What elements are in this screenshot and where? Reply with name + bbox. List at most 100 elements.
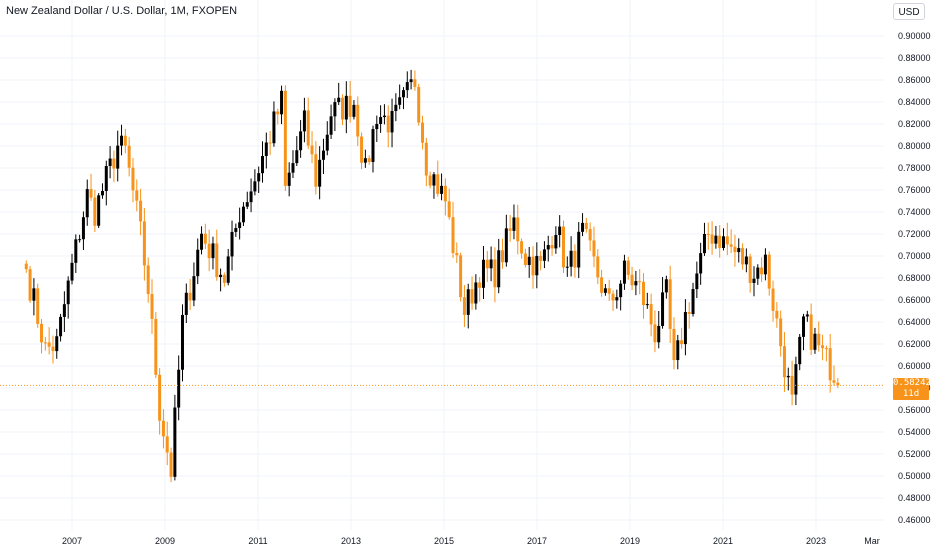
x-tick-label: 2021 bbox=[713, 536, 733, 546]
candle-body bbox=[123, 135, 127, 146]
candle-body bbox=[531, 256, 535, 276]
y-tick-label: 0.56000 bbox=[898, 405, 931, 415]
candle-body bbox=[741, 248, 745, 265]
candle-body bbox=[447, 201, 451, 218]
candle-body bbox=[836, 382, 840, 386]
candle-body bbox=[661, 292, 665, 326]
candle-body bbox=[657, 325, 661, 343]
candle-body bbox=[626, 260, 630, 275]
y-tick-label: 0.68000 bbox=[898, 273, 931, 283]
y-tick-label: 0.76000 bbox=[898, 185, 931, 195]
y-tick-label: 0.46000 bbox=[898, 515, 931, 525]
candle-body bbox=[226, 256, 230, 283]
candle-body bbox=[638, 281, 642, 283]
currency-button[interactable]: USD bbox=[893, 3, 925, 20]
candle-body bbox=[24, 263, 28, 270]
candle-body bbox=[779, 318, 783, 347]
candle-body bbox=[394, 104, 398, 112]
candle-body bbox=[558, 226, 562, 236]
x-tick-label: 2011 bbox=[248, 536, 267, 546]
candle-body bbox=[219, 274, 223, 278]
candle-body bbox=[763, 254, 767, 275]
candle-body bbox=[238, 222, 242, 229]
y-tick-label: 0.54000 bbox=[898, 427, 931, 437]
candle-body bbox=[664, 279, 668, 293]
candle-body bbox=[333, 102, 337, 117]
candle-body bbox=[603, 288, 607, 293]
candle-body bbox=[748, 256, 752, 283]
candle-body bbox=[51, 346, 55, 352]
candle-body bbox=[573, 250, 577, 268]
candle-body bbox=[104, 165, 108, 191]
candle-body bbox=[596, 256, 600, 278]
candle-body bbox=[287, 172, 291, 186]
y-tick-label: 0.84000 bbox=[898, 97, 931, 107]
y-tick-label: 0.64000 bbox=[898, 317, 931, 327]
y-tick-label: 0.74000 bbox=[898, 207, 931, 217]
candle-body bbox=[318, 159, 322, 187]
candle-body bbox=[78, 239, 82, 241]
y-tick-label: 0.80000 bbox=[898, 141, 931, 151]
candle-body bbox=[363, 158, 367, 163]
y-tick-label: 0.60000 bbox=[898, 361, 931, 371]
candle-body bbox=[615, 297, 619, 301]
candle-body bbox=[59, 316, 63, 337]
candle-body bbox=[405, 82, 409, 91]
y-tick-label: 0.52000 bbox=[898, 449, 931, 459]
candle-body bbox=[520, 241, 524, 254]
candle-body bbox=[462, 297, 466, 315]
candle-body bbox=[188, 292, 192, 301]
candle-body bbox=[146, 265, 150, 295]
candles bbox=[24, 69, 840, 483]
y-tick-label: 0.90000 bbox=[898, 31, 931, 41]
candle-body bbox=[314, 154, 318, 187]
candle-body bbox=[702, 234, 706, 254]
candle-body bbox=[283, 90, 287, 186]
candle-body bbox=[775, 310, 779, 319]
x-tick-label: 2017 bbox=[527, 536, 547, 546]
candle-body bbox=[672, 328, 676, 361]
candle-body bbox=[74, 239, 78, 263]
candle-body bbox=[691, 289, 695, 314]
candle-body bbox=[161, 420, 165, 437]
y-axis: 0.90000 0.88000 0.86000 0.84000 0.82000 0.800… bbox=[898, 31, 931, 525]
candle-body bbox=[649, 304, 653, 325]
candle-body bbox=[47, 342, 51, 347]
candle-body bbox=[230, 231, 234, 257]
last-price-tag: 0.58242 11d 14h bbox=[893, 378, 931, 410]
candle-body bbox=[581, 222, 585, 232]
candle-body bbox=[207, 243, 211, 259]
candle-body bbox=[409, 79, 413, 83]
candle-body bbox=[607, 288, 611, 294]
x-tick-label: 2013 bbox=[341, 536, 361, 546]
y-tick-label: 0.86000 bbox=[898, 75, 931, 85]
candle-body bbox=[356, 104, 360, 137]
candle-body bbox=[710, 234, 714, 244]
candle-body bbox=[642, 281, 645, 306]
candle-body bbox=[443, 185, 447, 202]
candle-body bbox=[62, 304, 66, 317]
x-tick-label: 2023 bbox=[806, 536, 826, 546]
candle-body bbox=[241, 206, 245, 223]
candle-body bbox=[687, 312, 691, 314]
candle-body bbox=[542, 249, 546, 261]
candle-body bbox=[645, 304, 649, 306]
candle-body bbox=[158, 374, 162, 421]
candle-body bbox=[798, 336, 802, 365]
candle-body bbox=[508, 228, 512, 231]
candle-body bbox=[344, 95, 348, 120]
candle-body bbox=[40, 323, 44, 343]
candle-body bbox=[481, 259, 485, 288]
candle-body bbox=[668, 279, 672, 329]
candle-body bbox=[561, 226, 565, 268]
x-tick-label: 2009 bbox=[155, 536, 175, 546]
candle-body bbox=[706, 234, 710, 236]
candle-body bbox=[718, 235, 722, 248]
candle-body bbox=[424, 142, 428, 176]
candle-body bbox=[169, 452, 173, 477]
candle-body bbox=[341, 97, 345, 120]
candle-body bbox=[756, 267, 760, 279]
candle-body bbox=[695, 273, 699, 290]
candle-body bbox=[264, 142, 268, 157]
